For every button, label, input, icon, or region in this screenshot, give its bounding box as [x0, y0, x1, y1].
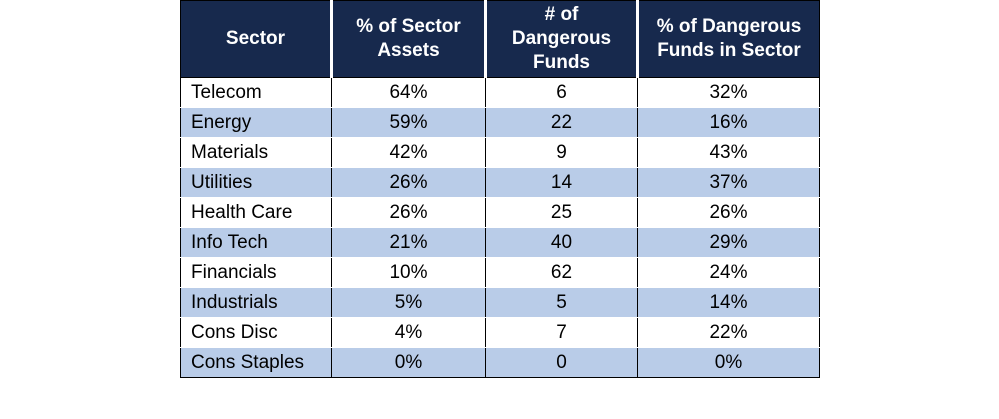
pct-assets-cell: 21% [331, 227, 486, 258]
pct-dangerous-cell: 14% [637, 287, 820, 318]
pct-assets-cell: 59% [331, 107, 486, 138]
sector-cell: Cons Disc [180, 317, 332, 348]
pct-dangerous-cell: 24% [637, 257, 820, 288]
header-row: Sector % of Sector Assets # of Dangerous… [180, 0, 820, 78]
sector-cell: Materials [180, 137, 332, 168]
pct-assets-cell: 26% [331, 197, 486, 228]
table-row: Cons Disc 4% 7 22% [180, 317, 820, 348]
header-pct-sector-assets-line-2: Assets [377, 40, 440, 61]
dangerous-funds-cell: 25 [485, 197, 638, 228]
sector-funds-table: Sector % of Sector Assets # of Dangerous… [180, 0, 820, 378]
header-pct-dangerous-funds-line-2: Funds in Sector [657, 40, 801, 61]
table-row: Utilities 26% 14 37% [180, 167, 820, 198]
header-pct-sector-assets-line-1: % of Sector [356, 16, 461, 37]
dangerous-funds-cell: 0 [485, 347, 638, 378]
header-num-dangerous-funds-line-1: # of [544, 4, 579, 25]
table-row: Cons Staples 0% 0 0% [180, 347, 820, 378]
dangerous-funds-cell: 9 [485, 137, 638, 168]
pct-dangerous-cell: 32% [637, 77, 820, 108]
dangerous-funds-cell: 6 [485, 77, 638, 108]
pct-assets-cell: 10% [331, 257, 486, 288]
sector-cell: Info Tech [180, 227, 332, 258]
sector-cell: Industrials [180, 287, 332, 318]
pct-assets-cell: 64% [331, 77, 486, 108]
header-sector-line-1: Sector [225, 28, 286, 49]
header-pct-dangerous-funds-line-1: % of Dangerous [656, 16, 802, 37]
pct-assets-cell: 5% [331, 287, 486, 318]
pct-assets-cell: 42% [331, 137, 486, 168]
header-num-dangerous-funds: # of Dangerous Funds [484, 0, 638, 78]
sector-cell: Utilities [180, 167, 332, 198]
table-row: Telecom 64% 6 32% [180, 77, 820, 108]
table-row: Health Care 26% 25 26% [180, 197, 820, 228]
sector-cell: Cons Staples [180, 347, 332, 378]
header-sector: Sector [180, 0, 332, 78]
pct-dangerous-cell: 0% [637, 347, 820, 378]
header-pct-sector-assets: % of Sector Assets [330, 0, 486, 78]
table-row: Info Tech 21% 40 29% [180, 227, 820, 258]
table-row: Financials 10% 62 24% [180, 257, 820, 288]
header-num-dangerous-funds-line-3: Funds [533, 52, 590, 73]
header-num-dangerous-funds-line-2: Dangerous [511, 28, 612, 49]
sector-cell: Telecom [180, 77, 332, 108]
pct-dangerous-cell: 43% [637, 137, 820, 168]
pct-dangerous-cell: 29% [637, 227, 820, 258]
table-body: Telecom 64% 6 32% Energy 59% 22 16% Materials 42%… [180, 77, 820, 378]
pct-assets-cell: 0% [331, 347, 486, 378]
table-header: Sector % of Sector Assets # of Dangerous… [180, 0, 820, 78]
dangerous-funds-cell: 14 [485, 167, 638, 198]
table-row: Materials 42% 9 43% [180, 137, 820, 168]
pct-dangerous-cell: 37% [637, 167, 820, 198]
sector-cell: Health Care [180, 197, 332, 228]
dangerous-funds-cell: 62 [485, 257, 638, 288]
dangerous-funds-cell: 40 [485, 227, 638, 258]
sector-cell: Financials [180, 257, 332, 288]
table-row: Industrials 5% 5 14% [180, 287, 820, 318]
pct-dangerous-cell: 26% [637, 197, 820, 228]
pct-dangerous-cell: 22% [637, 317, 820, 348]
sector-cell: Energy [180, 107, 332, 138]
dangerous-funds-cell: 7 [485, 317, 638, 348]
pct-dangerous-cell: 16% [637, 107, 820, 138]
dangerous-funds-cell: 5 [485, 287, 638, 318]
table-row: Energy 59% 22 16% [180, 107, 820, 138]
pct-assets-cell: 4% [331, 317, 486, 348]
pct-assets-cell: 26% [331, 167, 486, 198]
dangerous-funds-cell: 22 [485, 107, 638, 138]
header-pct-dangerous-funds: % of Dangerous Funds in Sector [636, 0, 820, 78]
